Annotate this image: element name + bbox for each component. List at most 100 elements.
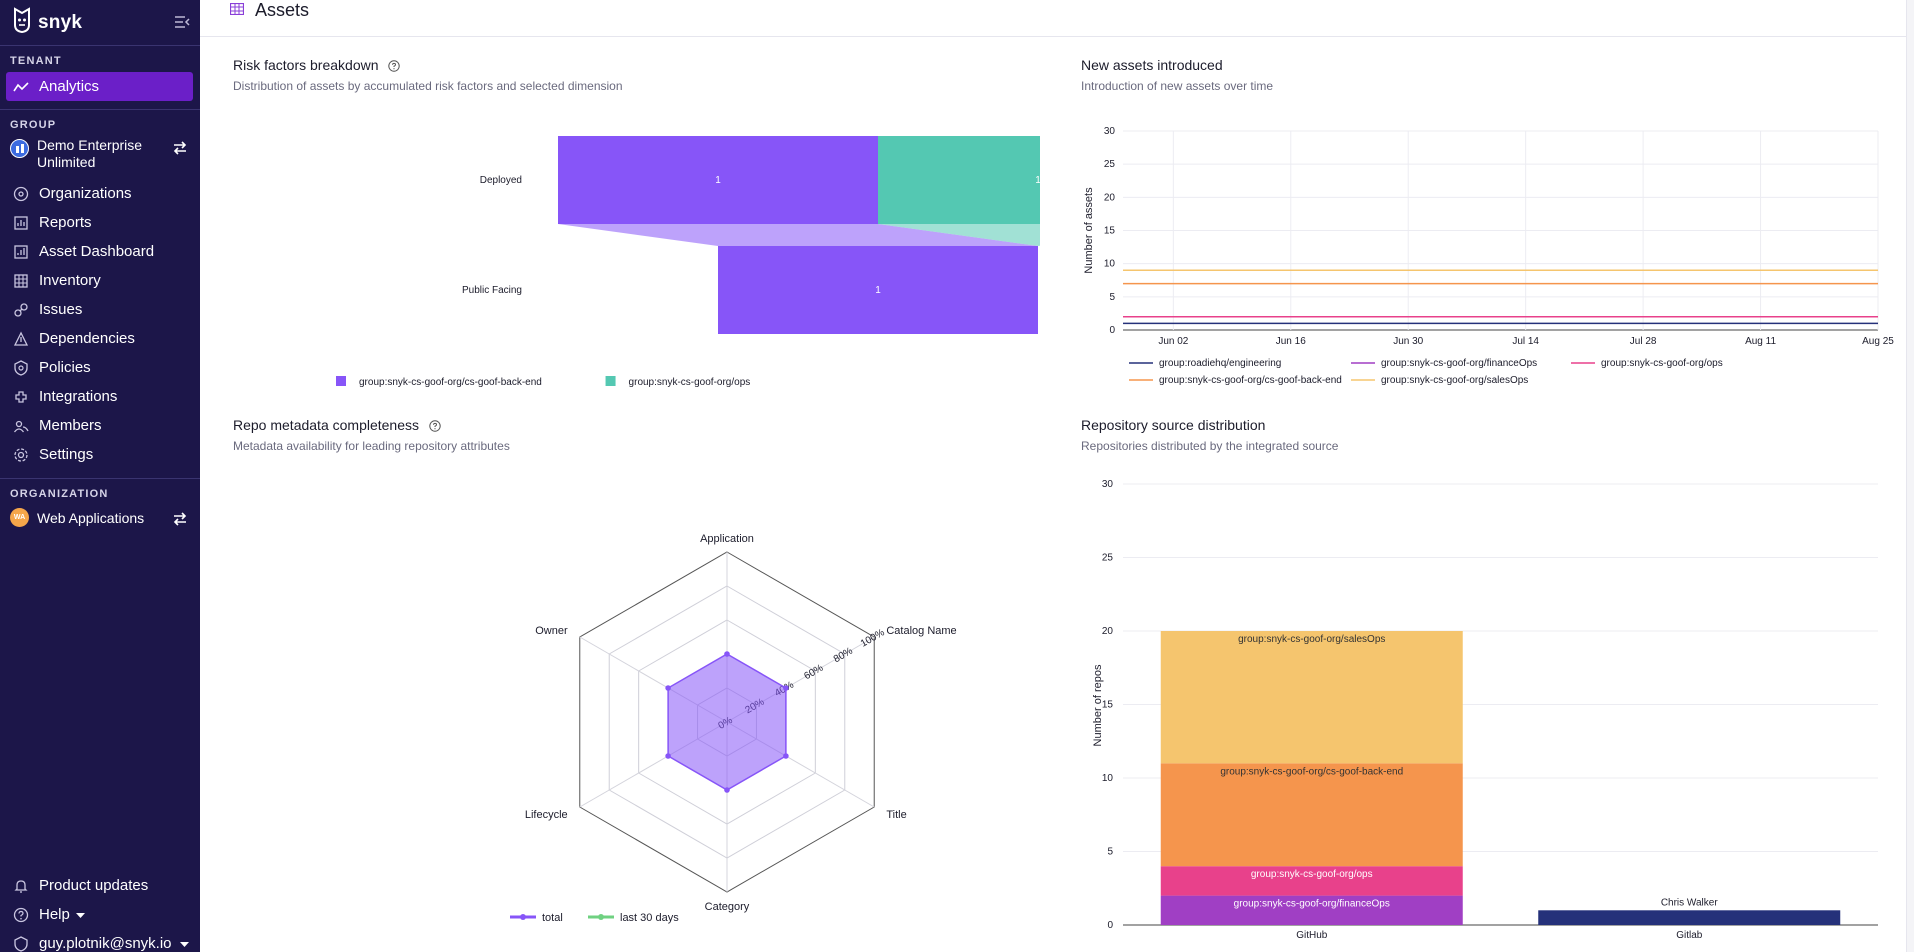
bar-data-label: group:snyk-cs-goof-org/ops	[1251, 869, 1373, 880]
group-nav-list: Organizations Reports Asset Dashboard In…	[0, 179, 200, 469]
legend-marker	[520, 914, 526, 920]
sidebar-item-integrations[interactable]: Integrations	[0, 382, 200, 411]
sidebar-item-label: Inventory	[39, 272, 101, 289]
sidebar-item-dependencies[interactable]: Dependencies	[0, 324, 200, 353]
sidebar-item-issues[interactable]: Issues	[0, 295, 200, 324]
legend-label: group:roadiehq/engineering	[1159, 358, 1281, 369]
sidebar-item-label: Issues	[39, 301, 83, 318]
grid-icon	[229, 2, 245, 20]
scrollbar[interactable]	[1906, 0, 1914, 952]
risk-category-label: Deployed	[480, 175, 522, 186]
y-tick-label: 10	[1102, 773, 1114, 784]
help-label: Help	[39, 906, 70, 923]
repo-source-card-subtitle: Repositories distributed by the integrat…	[1081, 439, 1339, 453]
stacked-bar-segment	[1160, 763, 1463, 867]
y-axis-label: Number of assets	[1083, 187, 1095, 274]
organization-selector[interactable]: WA Web Applications	[0, 500, 200, 534]
sidebar-item-asset-dashboard[interactable]: Asset Dashboard	[0, 237, 200, 266]
group-avatar-icon	[10, 139, 29, 158]
risk-data-label: 1	[715, 175, 721, 186]
y-tick-label: 15	[1102, 700, 1114, 711]
radar-axis-label: Application	[700, 533, 754, 545]
sidebar-item-reports[interactable]: Reports	[0, 208, 200, 237]
sidebar-item-policies[interactable]: Policies	[0, 353, 200, 382]
user-menu[interactable]: guy.plotnik@snyk.io	[0, 929, 200, 952]
swap-organization-icon[interactable]	[172, 512, 188, 531]
stacked-bar-segment	[1160, 631, 1463, 764]
risk-card-title: Risk factors breakdown	[233, 57, 401, 75]
radar-axis-label: Category	[705, 901, 750, 913]
snyk-logo-icon[interactable]	[12, 7, 32, 38]
x-tick-label: Jun 02	[1158, 336, 1188, 347]
y-tick-label: 25	[1104, 159, 1116, 170]
legend-marker	[598, 914, 604, 920]
legend-label: total	[542, 912, 563, 924]
collapse-sidebar-icon[interactable]	[174, 15, 190, 34]
group-selector[interactable]: Demo Enterprise Unlimited	[0, 131, 200, 179]
members-icon	[12, 417, 30, 435]
legend-label: group:snyk-cs-goof-org/ops	[629, 377, 751, 388]
sidebar-item-label: Asset Dashboard	[39, 243, 155, 260]
radar-point	[724, 787, 730, 793]
sidebar-item-inventory[interactable]: Inventory	[0, 266, 200, 295]
y-tick-label: 20	[1102, 626, 1114, 637]
sidebar-item-settings[interactable]: Settings	[0, 440, 200, 469]
sidebar-item-analytics[interactable]: Analytics	[6, 72, 193, 101]
bar-data-label: Chris Walker	[1661, 897, 1719, 908]
asset-dashboard-icon	[12, 243, 30, 261]
y-axis-label: Number of repos	[1092, 664, 1104, 746]
risk-bar-segment	[558, 136, 878, 224]
organizations-icon	[12, 185, 30, 203]
x-tick-label: Jul 28	[1630, 336, 1657, 347]
bell-icon	[12, 877, 30, 895]
y-tick-label: 0	[1107, 920, 1113, 931]
new-assets-card-subtitle: Introduction of new assets over time	[1081, 79, 1274, 93]
radar-axis-label: Lifecycle	[525, 809, 568, 821]
issues-icon	[12, 301, 30, 319]
legend-label: last 30 days	[620, 912, 679, 924]
radar-axis-label: Title	[886, 809, 906, 821]
page-title: Assets	[255, 0, 310, 20]
sidebar-item-members[interactable]: Members	[0, 411, 200, 440]
sidebar-item-organizations[interactable]: Organizations	[0, 179, 200, 208]
radar-point	[724, 651, 730, 657]
risk-bar-segment	[878, 136, 1040, 224]
help-icon[interactable]	[429, 419, 441, 435]
user-shield-icon	[12, 935, 30, 952]
repo-meta-card-title: Repo metadata completeness	[233, 417, 441, 435]
help-menu[interactable]: Help	[0, 900, 200, 929]
main-content: Assets Risk factors breakdown Distributi…	[200, 0, 1914, 952]
page-header: Assets	[200, 0, 1906, 37]
sidebar: snyk TENANT Analytics GROUP Demo Enterpr…	[0, 0, 200, 952]
reports-icon	[12, 214, 30, 232]
risk-title-text: Risk factors breakdown	[233, 57, 379, 73]
radar-axis-label: Catalog Name	[886, 625, 956, 637]
x-tick-label: Gitlab	[1676, 930, 1703, 941]
x-tick-label: Aug 11	[1745, 336, 1776, 347]
sidebar-item-label: Integrations	[39, 388, 118, 405]
help-icon[interactable]	[388, 59, 401, 75]
product-updates-label: Product updates	[39, 877, 149, 894]
y-tick-label: 15	[1104, 226, 1116, 237]
group-name-line2: Unlimited	[37, 154, 96, 170]
sidebar-item-label: Analytics	[39, 78, 100, 95]
repo-meta-title-text: Repo metadata completeness	[233, 417, 419, 433]
user-email: guy.plotnik@snyk.io	[39, 935, 172, 952]
stacked-bar-segment	[1160, 895, 1463, 925]
sidebar-item-label: Policies	[39, 359, 91, 376]
risk-card-subtitle: Distribution of assets by accumulated ri…	[233, 79, 623, 93]
org-name: Web Applications	[37, 510, 145, 526]
risk-data-label: 1	[875, 285, 881, 296]
x-tick-label: Jul 14	[1512, 336, 1539, 347]
radar-series-area	[667, 653, 787, 791]
swap-group-icon[interactable]	[172, 141, 188, 160]
dependencies-icon	[12, 330, 30, 348]
repo-metadata-radar-chart: Application Catalog Name Title Category Life…	[510, 533, 957, 924]
sidebar-item-label: Reports	[39, 214, 92, 231]
risk-factors-chart: Deployed 1 1 Public Facing 1 group:snyk-cs-go…	[336, 136, 1040, 388]
stacked-bar-segment	[1160, 866, 1463, 896]
inventory-icon	[12, 272, 30, 290]
product-updates-button[interactable]: Product updates	[0, 871, 200, 900]
divider	[0, 109, 200, 110]
x-tick-label: Jun 30	[1393, 336, 1423, 347]
